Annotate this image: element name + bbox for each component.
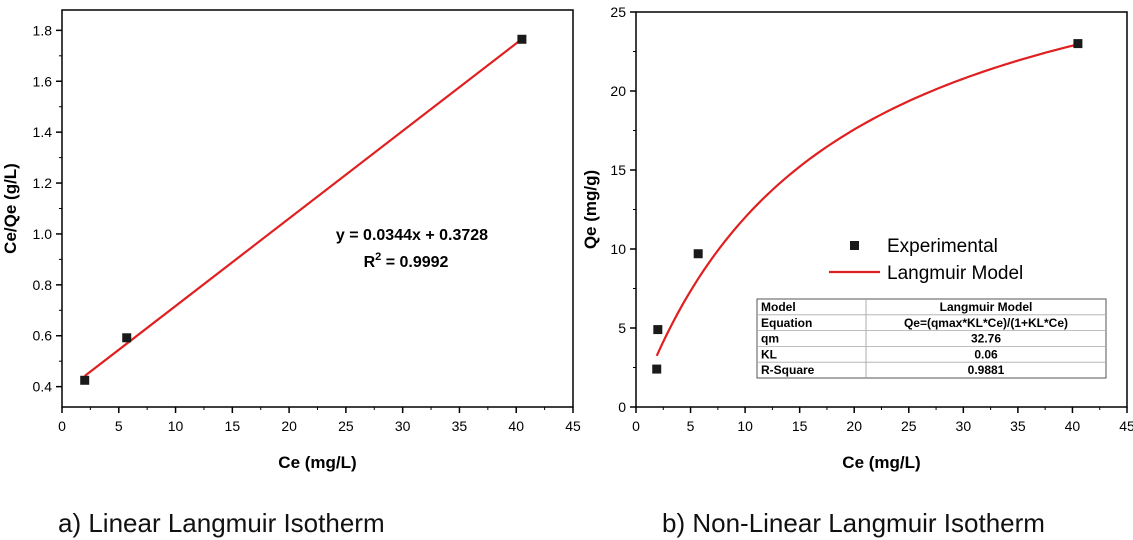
y-axis-title: Ce/Qe (g/L) — [1, 163, 20, 254]
x-tick-label: 40 — [1065, 418, 1081, 434]
table-cell-value: 32.76 — [971, 332, 1001, 346]
y-tick-label: 1.8 — [33, 22, 53, 38]
x-tick-label: 35 — [452, 418, 468, 434]
table-cell-key: R-Square — [761, 363, 815, 377]
table-cell-key: Model — [761, 300, 796, 314]
legend-marker-experimental — [850, 241, 859, 250]
fit-line — [655, 43, 1079, 357]
table-cell-value: 0.06 — [974, 347, 998, 361]
legend-label-model: Langmuir Model — [887, 263, 1023, 284]
y-tick-label: 25 — [610, 4, 626, 20]
x-tick-label: 45 — [1119, 418, 1133, 434]
data-point — [653, 325, 663, 335]
x-tick-label: 30 — [956, 418, 972, 434]
x-tick-label: 45 — [565, 418, 581, 434]
plot-frame — [61, 9, 574, 408]
x-axis-title: Ce (mg/L) — [278, 453, 356, 472]
y-tick-label: 10 — [610, 241, 626, 257]
data-point — [693, 249, 703, 259]
y-tick-label: 15 — [610, 162, 626, 178]
x-tick-label: 5 — [115, 418, 123, 434]
data-point — [517, 34, 527, 44]
data-point — [1073, 39, 1083, 49]
fit-line — [84, 38, 523, 377]
y-tick-label: 0.4 — [33, 379, 53, 395]
table-cell-key: KL — [761, 347, 777, 361]
y-tick-label: 1.4 — [33, 124, 53, 140]
table-cell-key: qm — [761, 332, 779, 346]
x-tick-label: 25 — [338, 418, 354, 434]
legend-label-experimental: Experimental — [887, 236, 998, 257]
x-tick-label: 20 — [846, 418, 862, 434]
y-tick-label: 5 — [618, 320, 626, 336]
r-squared-label: R2 = 0.9992 — [364, 251, 449, 271]
x-tick-label: 5 — [687, 418, 695, 434]
y-tick-label: 1.0 — [33, 226, 53, 242]
table-border — [756, 298, 1107, 379]
x-tick-label: 35 — [1010, 418, 1026, 434]
x-tick-label: 0 — [632, 418, 640, 434]
y-tick-label: 20 — [610, 83, 626, 99]
x-axis-title: Ce (mg/L) — [842, 453, 920, 472]
y-tick-label: 1.2 — [33, 175, 53, 191]
chart-panel-1: 0 5 10 15 20 25 30 35 40 45 0.4 0.6 0.8 1.0 1.2 1.4 1.6 1… — [1, 9, 581, 472]
x-tick-label: 40 — [508, 418, 524, 434]
caption-left: a) Linear Langmuir Isotherm — [58, 508, 385, 538]
data-point — [122, 333, 132, 343]
table-cell-value: 0.9881 — [968, 363, 1005, 377]
fit-equation: y = 0.0344x + 0.3728 — [336, 227, 488, 244]
y-tick-label: 1.6 — [33, 73, 53, 89]
y-axis-title: Qe (mg/g) — [581, 170, 600, 249]
x-tick-label: 25 — [901, 418, 917, 434]
y-tick-label: 0.8 — [33, 277, 53, 293]
data-point — [80, 375, 90, 385]
legend: Experimental Langmuir Model — [829, 236, 1023, 284]
data-point — [652, 364, 662, 374]
x-tick-label: 0 — [58, 418, 66, 434]
x-tick-label: 10 — [737, 418, 753, 434]
y-tick-label: 0 — [618, 399, 626, 415]
x-tick-label: 15 — [225, 418, 241, 434]
table-cell-value: Langmuir Model — [940, 300, 1033, 314]
table-cell-key: Equation — [761, 316, 812, 330]
chart-panel-2: 0 5 10 15 20 25 30 35 40 45 0 5 10 15 20 25 Ce (mg/L) Qe … — [581, 4, 1133, 472]
x-tick-label: 15 — [792, 418, 808, 434]
x-tick-label: 20 — [281, 418, 297, 434]
parameter-table: Model Langmuir Model Equation Qe=(qmax*KL*C… — [756, 298, 1107, 379]
table-cell-value: Qe=(qmax*KL*Ce)/(1+KL*Ce) — [904, 316, 1068, 330]
x-tick-label: 10 — [168, 418, 184, 434]
caption-right: b) Non-Linear Langmuir Isotherm — [662, 508, 1045, 538]
x-tick-label: 30 — [395, 418, 411, 434]
y-tick-label: 0.6 — [33, 328, 53, 344]
